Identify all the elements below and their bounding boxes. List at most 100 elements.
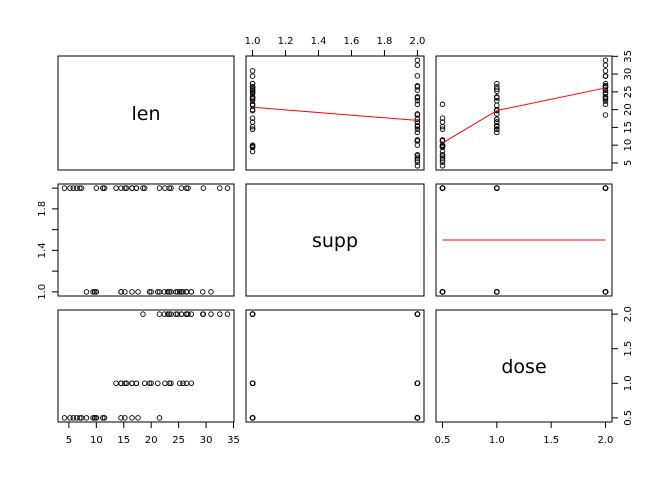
data-point	[439, 289, 446, 295]
y-axis-right-dose: 0.5 1.0 1.5 2.0	[611, 306, 634, 426]
data-point	[414, 129, 421, 136]
x-axis-bottom-dose: 0.5 1.0 1.5 2.0	[435, 421, 614, 446]
data-point	[494, 129, 500, 136]
tick-label: 10	[90, 435, 103, 446]
data-point	[122, 415, 128, 421]
data-point	[494, 86, 500, 92]
data-point	[133, 185, 140, 191]
data-point	[249, 89, 256, 96]
data-point	[140, 311, 146, 317]
data-point	[123, 185, 130, 191]
data-point	[439, 126, 446, 132]
data-point	[101, 185, 108, 191]
data-point	[414, 95, 421, 101]
data-point	[217, 311, 223, 317]
data-point	[439, 185, 446, 191]
data-point	[602, 96, 609, 102]
data-point	[414, 415, 421, 421]
data-point	[249, 143, 256, 149]
data-point	[83, 289, 90, 295]
data-point	[602, 185, 609, 191]
data-point	[249, 126, 256, 132]
data-point	[176, 380, 183, 387]
data-point	[166, 185, 173, 191]
data-point	[414, 73, 421, 79]
data-point	[602, 68, 609, 74]
data-point	[90, 415, 96, 421]
panel-dose-len	[57, 309, 235, 423]
tick-label: 10	[623, 139, 634, 152]
panel-supp-supp: supp	[245, 183, 425, 297]
data-point	[249, 87, 256, 93]
data-point	[188, 289, 195, 295]
data-point	[602, 62, 609, 68]
panel-frame	[57, 183, 235, 297]
data-point	[249, 80, 256, 87]
tick-label: 1.5	[543, 435, 559, 446]
data-point	[494, 88, 500, 94]
data-point	[249, 415, 256, 421]
panel-len-len: len	[57, 55, 235, 171]
tick-label: 1.4	[37, 242, 48, 258]
data-point	[439, 163, 446, 169]
data-point	[156, 415, 163, 421]
data-point	[122, 289, 128, 295]
data-point	[93, 289, 100, 295]
data-point	[602, 73, 609, 79]
data-point	[439, 115, 446, 121]
data-point	[100, 415, 106, 421]
data-point	[602, 57, 609, 63]
data-point	[602, 87, 609, 93]
data-point	[494, 116, 500, 122]
tick-label: 1.5	[623, 341, 634, 357]
diagonal-label-dose: dose	[501, 356, 546, 378]
y-axis-left-supp: 1.0 1.4 1.8	[37, 187, 59, 300]
data-point	[217, 185, 223, 191]
data-point	[101, 415, 108, 421]
data-point	[118, 380, 124, 387]
data-point	[200, 289, 206, 295]
data-point	[61, 415, 68, 421]
tick-label: 25	[172, 435, 185, 446]
data-point	[414, 153, 421, 159]
tick-label: 1.0	[37, 284, 48, 300]
data-point	[122, 185, 128, 191]
tick-label: 20	[623, 103, 634, 116]
tick-label: 15	[117, 435, 130, 446]
data-point	[174, 289, 181, 295]
data-point	[164, 289, 171, 295]
x-axis-bottom-len: 5 10 15 20 25 30 35	[66, 421, 240, 446]
data-point	[414, 163, 421, 169]
panel-supp-len	[57, 183, 235, 297]
data-point	[148, 380, 154, 387]
data-point	[174, 311, 181, 317]
data-point	[161, 311, 168, 317]
y-axis-right-len: 5 10 15 20 25 30 35	[611, 50, 634, 166]
data-point	[249, 311, 256, 317]
tick-label: 25	[623, 85, 634, 98]
data-point	[133, 380, 140, 387]
data-point	[164, 311, 171, 317]
panel-len-supp	[245, 55, 425, 171]
data-point	[224, 185, 231, 191]
diagonal-label-len: len	[131, 103, 160, 125]
panel-frame	[57, 55, 235, 171]
data-point	[67, 415, 73, 421]
data-point	[602, 80, 609, 87]
tick-label: 1.6	[344, 36, 360, 47]
data-point	[208, 311, 214, 317]
data-point	[414, 112, 421, 118]
data-point	[249, 380, 256, 387]
tick-label: 1.4	[311, 36, 327, 47]
data-point	[129, 380, 135, 387]
panel-dose-dose: dose	[435, 309, 613, 423]
data-point	[91, 415, 98, 421]
data-point	[249, 68, 256, 74]
tick-label: 2.0	[598, 435, 614, 446]
data-point	[155, 380, 161, 387]
data-point	[188, 311, 195, 317]
data-point	[494, 102, 500, 109]
data-point	[123, 380, 130, 387]
data-point	[161, 289, 168, 295]
